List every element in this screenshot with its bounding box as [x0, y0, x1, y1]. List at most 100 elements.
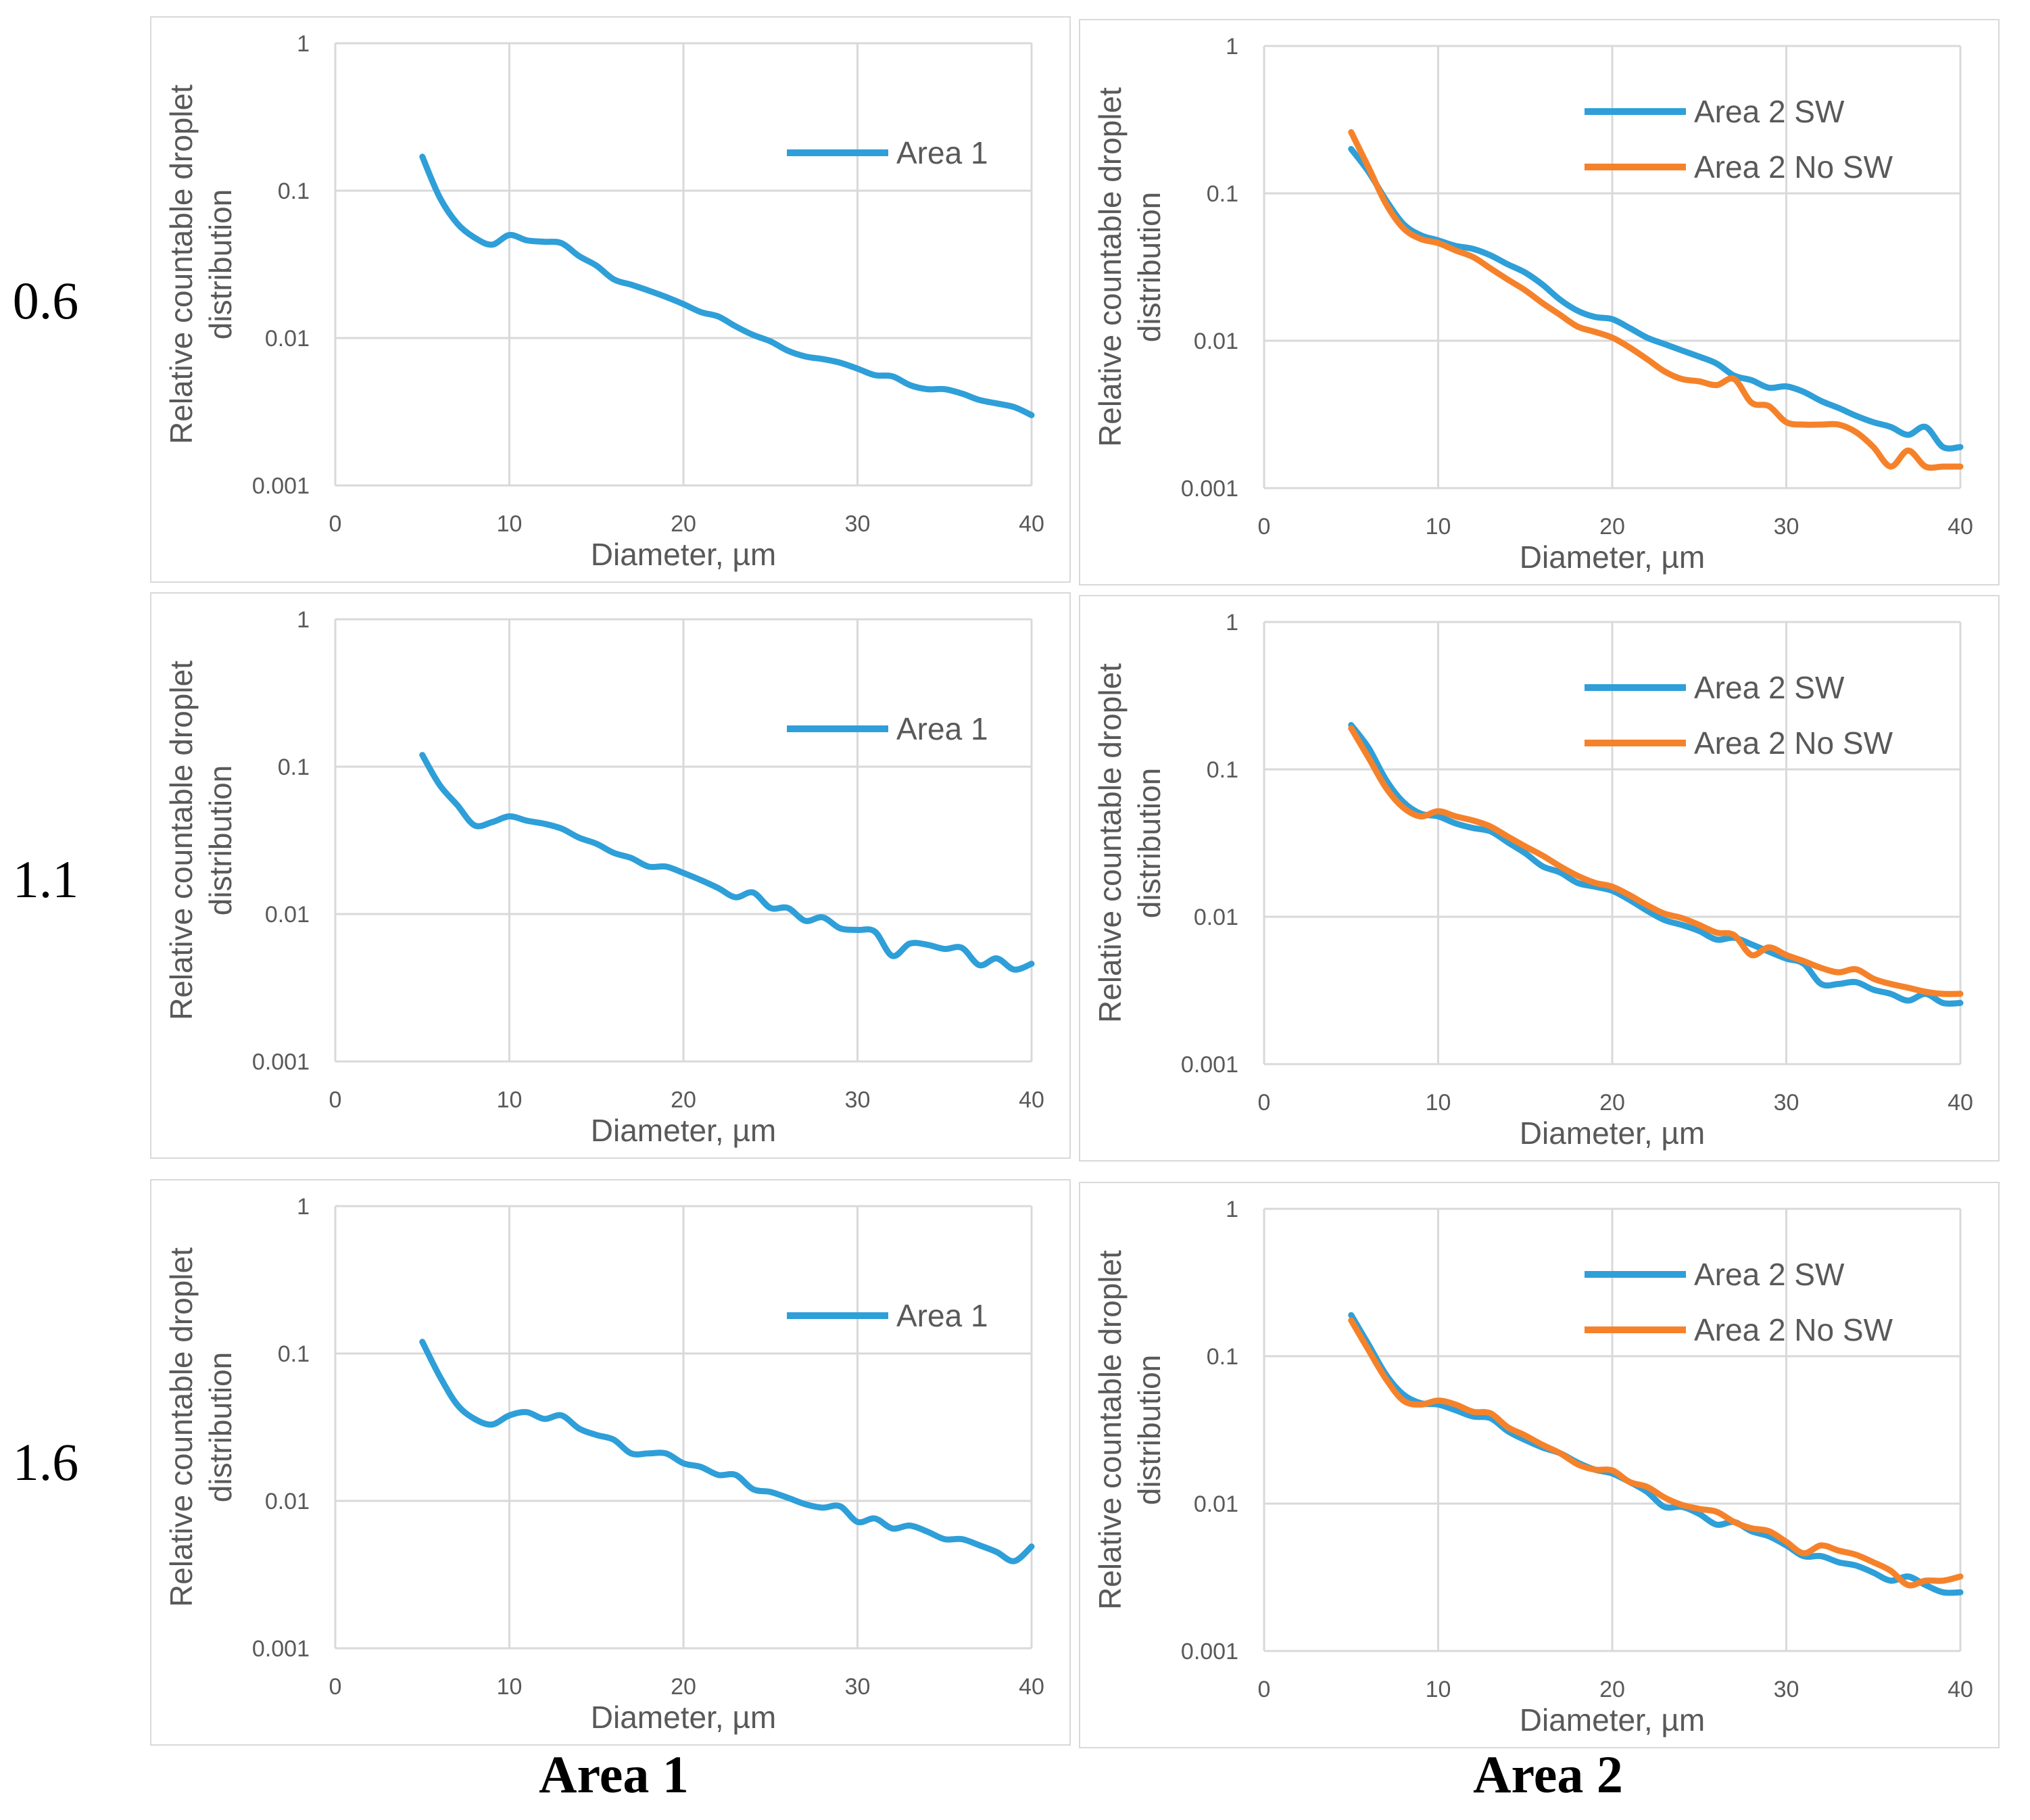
series-line-area-2-no-sw [1348, 725, 1964, 997]
x-tick-label: 0 [1258, 1090, 1271, 1116]
y-tick-label: 0.1 [278, 1341, 310, 1367]
x-axis-title: Diameter, µm [591, 1700, 776, 1735]
legend-label: Area 1 [896, 1298, 988, 1333]
x-tick-label: 40 [1948, 1677, 1973, 1702]
x-tick-label: 0 [329, 1674, 342, 1700]
y-axis-title-line1: Relative countable droplet [1092, 663, 1128, 1023]
y-axis-title-line2: distribution [203, 1352, 238, 1502]
y-tick-label: 0.01 [265, 1489, 310, 1514]
x-axis-title: Diameter, µm [1520, 1116, 1705, 1151]
y-tick-label: 0.001 [252, 473, 310, 499]
x-tick-label: 10 [497, 511, 523, 537]
y-axis-title-line2: distribution [1132, 1355, 1167, 1505]
y-tick-label: 0.001 [1181, 476, 1238, 502]
column-label-area2: Area 2 [1473, 1745, 1623, 1804]
series-line-area-2-no-sw [1348, 1317, 1964, 1589]
y-axis-title-line2: distribution [1132, 192, 1167, 342]
x-axis-title: Diameter, µm [591, 537, 776, 572]
row-label-1: 1.1 [12, 850, 79, 909]
y-tick-label: 0.01 [1194, 1491, 1238, 1517]
y-tick-label: 0.001 [252, 1049, 310, 1075]
x-axis-title: Diameter, µm [1520, 1702, 1705, 1738]
y-axis-title-line2: distribution [203, 765, 238, 915]
row-label-2: 1.6 [12, 1433, 79, 1491]
x-tick-label: 40 [1019, 1087, 1044, 1113]
chart-panel-r0c0: 0 10 20 30 40 1 0.1 0.01 0.001 Diameter, µm Relati… [150, 16, 1071, 583]
x-tick-label: 0 [1258, 514, 1271, 540]
y-tick-label: 0.001 [1181, 1639, 1238, 1665]
y-tick-label: 0.01 [1194, 905, 1238, 930]
chart-svg-r1c1: 0 10 20 30 40 1 0.1 0.01 0.001 Diameter, µm Relati… [1092, 610, 1973, 1151]
x-tick-label: 10 [1426, 1090, 1451, 1116]
y-tick-label: 0.01 [1194, 329, 1238, 354]
y-tick-label: 0.1 [1207, 1344, 1238, 1370]
legend-label: Area 2 No SW [1694, 725, 1893, 761]
x-tick-label: 20 [671, 511, 696, 537]
x-tick-label: 0 [329, 511, 342, 537]
legend-label: Area 1 [896, 711, 988, 746]
chart-panel-r1c0: 0 10 20 30 40 1 0.1 0.01 0.001 Diameter, µm Relati… [150, 592, 1071, 1159]
x-tick-label: 30 [1774, 514, 1799, 540]
legend-label: Area 2 No SW [1694, 149, 1893, 185]
y-tick-label: 0.1 [1207, 181, 1238, 207]
x-axis-title: Diameter, µm [1520, 540, 1705, 575]
x-tick-label: 40 [1948, 514, 1973, 540]
y-tick-label: 1 [1226, 1197, 1238, 1222]
y-tick-label: 0.01 [265, 326, 310, 352]
y-tick-label: 1 [1226, 610, 1238, 636]
y-axis-title-line2: distribution [1132, 768, 1167, 918]
x-tick-label: 30 [1774, 1677, 1799, 1702]
y-tick-label: 0.1 [1207, 757, 1238, 783]
x-tick-label: 20 [1599, 514, 1625, 540]
x-tick-label: 20 [671, 1674, 696, 1700]
x-tick-label: 10 [1426, 514, 1451, 540]
series-line-area-1 [419, 153, 1035, 418]
x-tick-label: 40 [1019, 511, 1044, 537]
x-tick-label: 20 [1599, 1090, 1625, 1116]
chart-svg-r0c1: 0 10 20 30 40 1 0.1 0.01 0.001 Diameter, µm Relati… [1092, 34, 1973, 575]
y-tick-label: 1 [297, 31, 310, 57]
chart-svg-r2c1: 0 10 20 30 40 1 0.1 0.01 0.001 Diameter, µm Relati… [1092, 1197, 1973, 1738]
x-tick-label: 20 [671, 1087, 696, 1113]
y-tick-label: 1 [297, 607, 310, 633]
legend-label: Area 2 SW [1694, 94, 1845, 129]
column-label-area1: Area 1 [539, 1745, 689, 1804]
chart-svg-r0c0: 0 10 20 30 40 1 0.1 0.01 0.001 Diameter, µm Relati… [164, 31, 1044, 572]
y-axis-title-line1: Relative countable droplet [164, 85, 199, 444]
legend-label: Area 2 No SW [1694, 1312, 1893, 1347]
y-tick-label: 1 [1226, 34, 1238, 59]
y-axis-title-line1: Relative countable droplet [1092, 87, 1128, 447]
chart-svg-r2c0: 0 10 20 30 40 1 0.1 0.01 0.001 Diameter, µm Relati… [164, 1194, 1044, 1735]
legend-label: Area 2 SW [1694, 670, 1845, 705]
x-tick-label: 40 [1019, 1674, 1044, 1700]
x-tick-label: 30 [845, 511, 871, 537]
y-tick-label: 0.1 [278, 178, 310, 204]
x-tick-label: 10 [497, 1674, 523, 1700]
y-tick-label: 0.001 [1181, 1052, 1238, 1078]
y-axis-title-line1: Relative countable droplet [164, 1247, 199, 1607]
chart-panel-r0c1: 0 10 20 30 40 1 0.1 0.01 0.001 Diameter, µm Relati… [1079, 19, 2000, 585]
legend-label: Area 1 [896, 135, 988, 170]
x-tick-label: 0 [329, 1087, 342, 1113]
series-line-area-1 [419, 1339, 1035, 1564]
row-label-0: 0.6 [12, 271, 79, 330]
x-tick-label: 40 [1948, 1090, 1973, 1116]
series-line-area-1 [419, 752, 1035, 973]
y-tick-label: 0.001 [252, 1636, 310, 1662]
x-tick-label: 20 [1599, 1677, 1625, 1702]
series-line-area-2-sw [1348, 1312, 1964, 1596]
x-tick-label: 10 [1426, 1677, 1451, 1702]
y-tick-label: 1 [297, 1194, 310, 1220]
x-tick-label: 30 [845, 1674, 871, 1700]
series-line-area-2-no-sw [1348, 129, 1964, 471]
x-tick-label: 10 [497, 1087, 523, 1113]
y-tick-label: 0.1 [278, 755, 310, 780]
y-tick-label: 0.01 [265, 902, 310, 928]
chart-svg-r1c0: 0 10 20 30 40 1 0.1 0.01 0.001 Diameter, µm Relati… [164, 607, 1044, 1148]
x-tick-label: 0 [1258, 1677, 1271, 1702]
x-tick-label: 30 [1774, 1090, 1799, 1116]
series-line-area-2-sw [1348, 721, 1964, 1007]
y-axis-title-line1: Relative countable droplet [1092, 1250, 1128, 1610]
x-axis-title: Diameter, µm [591, 1113, 776, 1148]
chart-panel-r1c1: 0 10 20 30 40 1 0.1 0.01 0.001 Diameter, µm Relati… [1079, 595, 2000, 1162]
